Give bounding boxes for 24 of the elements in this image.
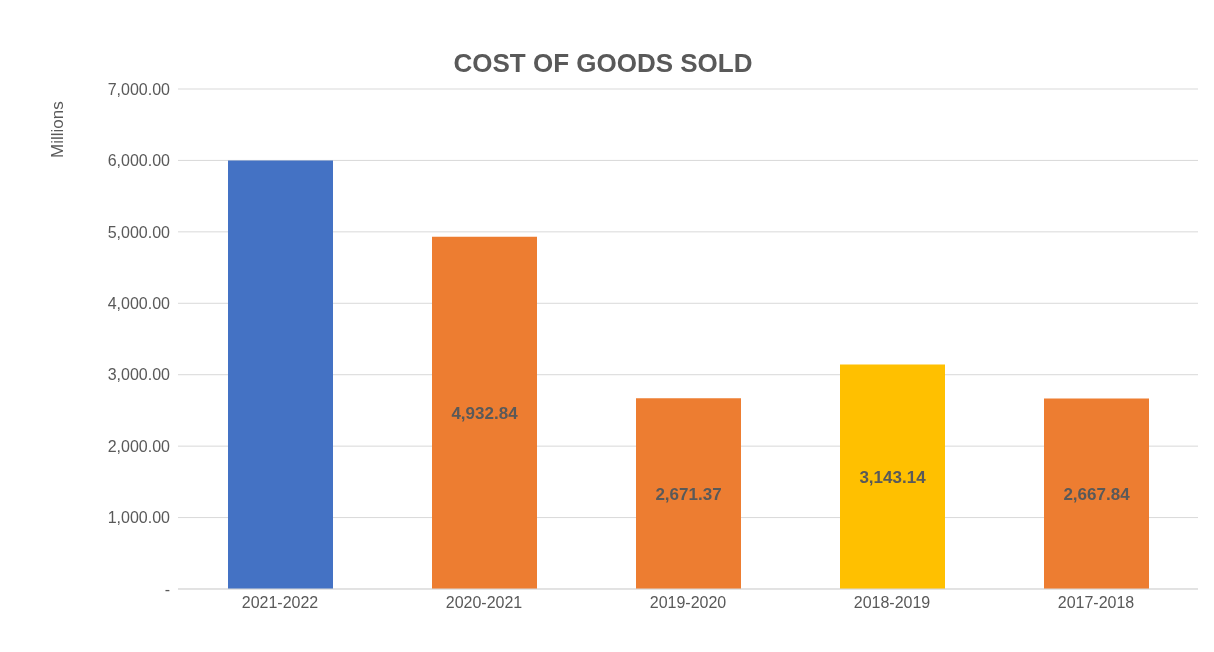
x-tick-label: 2021-2022 <box>241 594 319 612</box>
y-tick-label: 3,000.00 <box>107 366 171 384</box>
x-tick-label: 2018-2019 <box>853 594 931 612</box>
y-tick-label: 4,000.00 <box>107 294 171 312</box>
x-tick-label: 2017-2018 <box>1057 594 1135 612</box>
bar <box>636 398 741 589</box>
y-tick-label: - <box>164 580 170 598</box>
data-label: 3,143.14 <box>859 467 927 487</box>
bar <box>228 160 333 589</box>
bar <box>432 236 537 589</box>
bar <box>1044 398 1149 589</box>
y-tick-label: 2,000.00 <box>107 437 171 455</box>
bar <box>840 364 945 589</box>
y-axis-title: Millions <box>48 101 68 158</box>
x-tick-label: 2020-2021 <box>445 594 523 612</box>
y-tick-label: 7,000.00 <box>107 80 171 98</box>
data-label: 4,932.84 <box>451 403 519 423</box>
y-tick-label: 5,000.00 <box>107 223 171 241</box>
data-label: 2,667.84 <box>1063 484 1131 504</box>
chart-title: COST OF GOODS SOLD <box>452 47 754 79</box>
y-tick-label: 1,000.00 <box>107 509 171 527</box>
y-tick-label: 6,000.00 <box>107 152 171 170</box>
x-tick-label: 2019-2020 <box>649 594 727 612</box>
data-label: 2,671.37 <box>655 484 722 504</box>
